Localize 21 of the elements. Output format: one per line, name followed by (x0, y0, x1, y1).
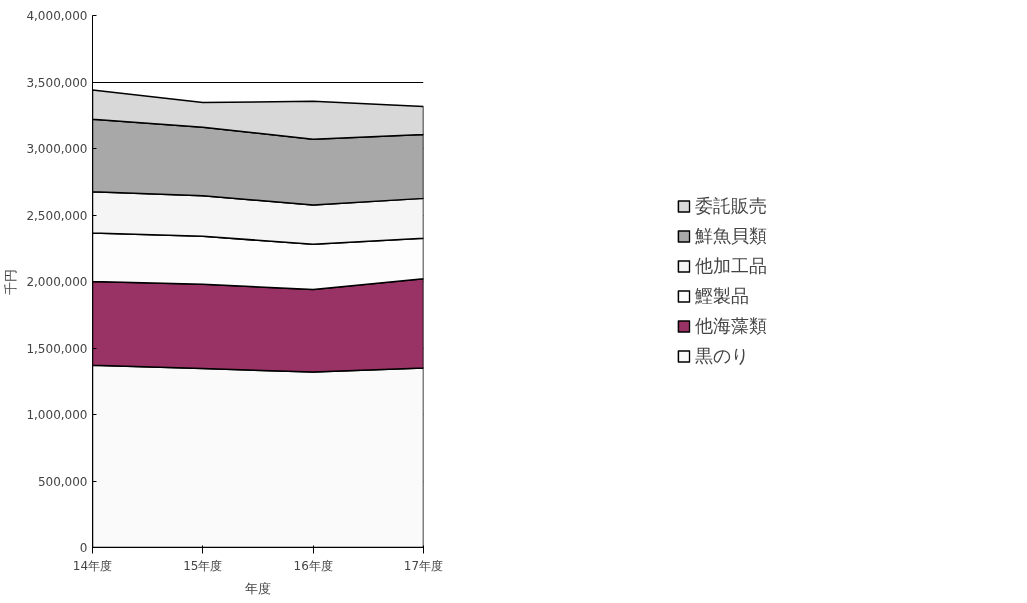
legend-label: 黒のり (695, 344, 749, 368)
x-tick-label: 17年度 (403, 558, 444, 573)
legend-label: 他海藻類 (695, 314, 767, 338)
y-tick-label: 4,000,000 (26, 9, 88, 23)
x-axis-title: 年度 (245, 580, 271, 596)
y-tick-label: 2,000,000 (26, 275, 88, 289)
y-tick-label: 1,000,000 (26, 408, 88, 422)
x-tick-label: 14年度 (72, 558, 113, 573)
y-tick-label: 0 (79, 541, 88, 555)
x-tick-label: 15年度 (183, 558, 223, 573)
legend-label: 委託販売 (695, 194, 767, 218)
y-tick-label: 2,500,000 (26, 208, 88, 223)
x-tick-label: 16年度 (293, 558, 333, 573)
y-tick-label: 500,000 (37, 474, 88, 489)
y-tick-label: 3,500,000 (26, 75, 88, 90)
y-tick-label: 1,500,000 (26, 341, 88, 356)
y-axis-title: 千円 (3, 268, 19, 295)
y-tick-label: 3,000,000 (26, 142, 88, 156)
legend-label: 他加工品 (695, 254, 767, 278)
legend-label: 鰹製品 (695, 284, 749, 308)
legend-label: 鮮魚貝類 (695, 224, 767, 248)
